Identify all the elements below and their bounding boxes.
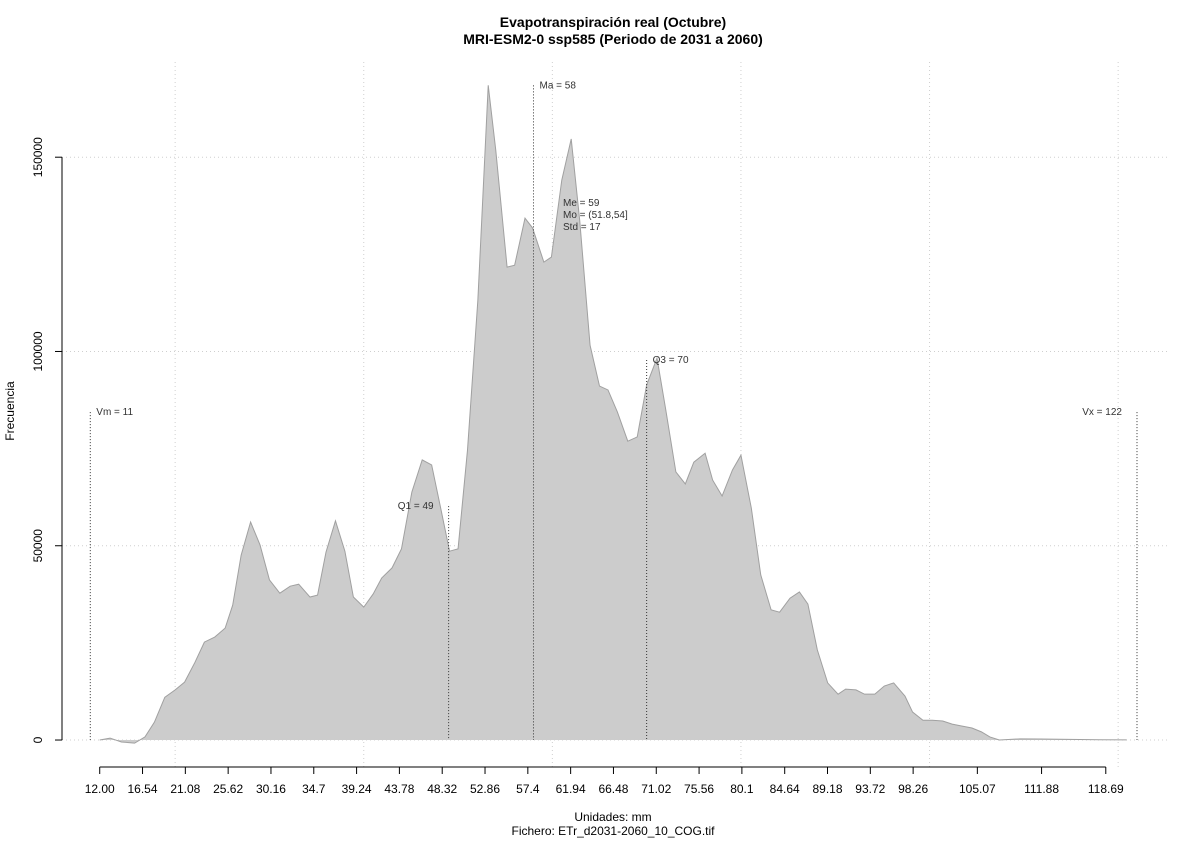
x-tick-label: 105.07 <box>959 782 996 796</box>
x-tick-label: 93.72 <box>855 782 885 796</box>
x-tick-label: 98.26 <box>898 782 928 796</box>
x-tick-label: 57.4 <box>516 782 540 796</box>
x-tick-label: 111.88 <box>1024 782 1059 796</box>
area <box>99 85 1127 744</box>
x-tick-label: 25.62 <box>213 782 243 796</box>
chart-subtitle: MRI-ESM2-0 ssp585 (Periodo de 2031 a 206… <box>463 31 763 47</box>
y-tick-label: 150000 <box>31 137 45 177</box>
area-outline <box>99 85 1127 744</box>
x-tick-label: 30.16 <box>256 782 286 796</box>
x-tick-label: 21.08 <box>170 782 200 796</box>
x-tick-label: 52.86 <box>470 782 500 796</box>
chart-title: Evapotranspiración real (Octubre) <box>500 14 726 30</box>
x-tick-label: 12.00 <box>85 782 115 796</box>
x-tick-label: 118.69 <box>1088 782 1124 796</box>
y-tick-label: 0 <box>31 736 45 743</box>
y-axis-title: Frecuencia <box>3 381 17 441</box>
marker-label: Vm = 11 <box>96 407 133 418</box>
y-tick-label: 50000 <box>31 529 45 563</box>
marker-label: Ma = 58 <box>539 80 576 91</box>
stats-label: Mo = (51.8,54] <box>563 210 628 221</box>
x-tick-label: 80.1 <box>730 782 754 796</box>
y-tick-label: 100000 <box>31 331 45 371</box>
x-tick-label: 75.56 <box>684 782 714 796</box>
marker-label: Q1 = 49 <box>398 501 434 512</box>
x-tick-label: 71.02 <box>641 782 671 796</box>
x-tick-label: 16.54 <box>128 782 158 796</box>
x-tick-label: 61.94 <box>556 782 586 796</box>
x-tick-label: 34.7 <box>302 782 326 796</box>
x-axis-title: Unidades: mm <box>574 810 651 824</box>
x-tick-label: 84.64 <box>770 782 800 796</box>
x-tick-label: 89.18 <box>812 782 842 796</box>
marker-label: Vx = 122 <box>1082 407 1122 418</box>
x-axis-subtitle: Fichero: ETr_d2031-2060_10_COG.tif <box>512 824 716 838</box>
x-tick-label: 39.24 <box>342 782 372 796</box>
marker-label: Q3 = 70 <box>653 355 689 366</box>
x-tick-label: 48.32 <box>427 782 457 796</box>
stats-label: Me = 59 <box>563 198 600 209</box>
x-tick-label: 43.78 <box>384 782 414 796</box>
x-tick-label: 66.48 <box>598 782 628 796</box>
stats-label: Std = 17 <box>563 222 601 233</box>
